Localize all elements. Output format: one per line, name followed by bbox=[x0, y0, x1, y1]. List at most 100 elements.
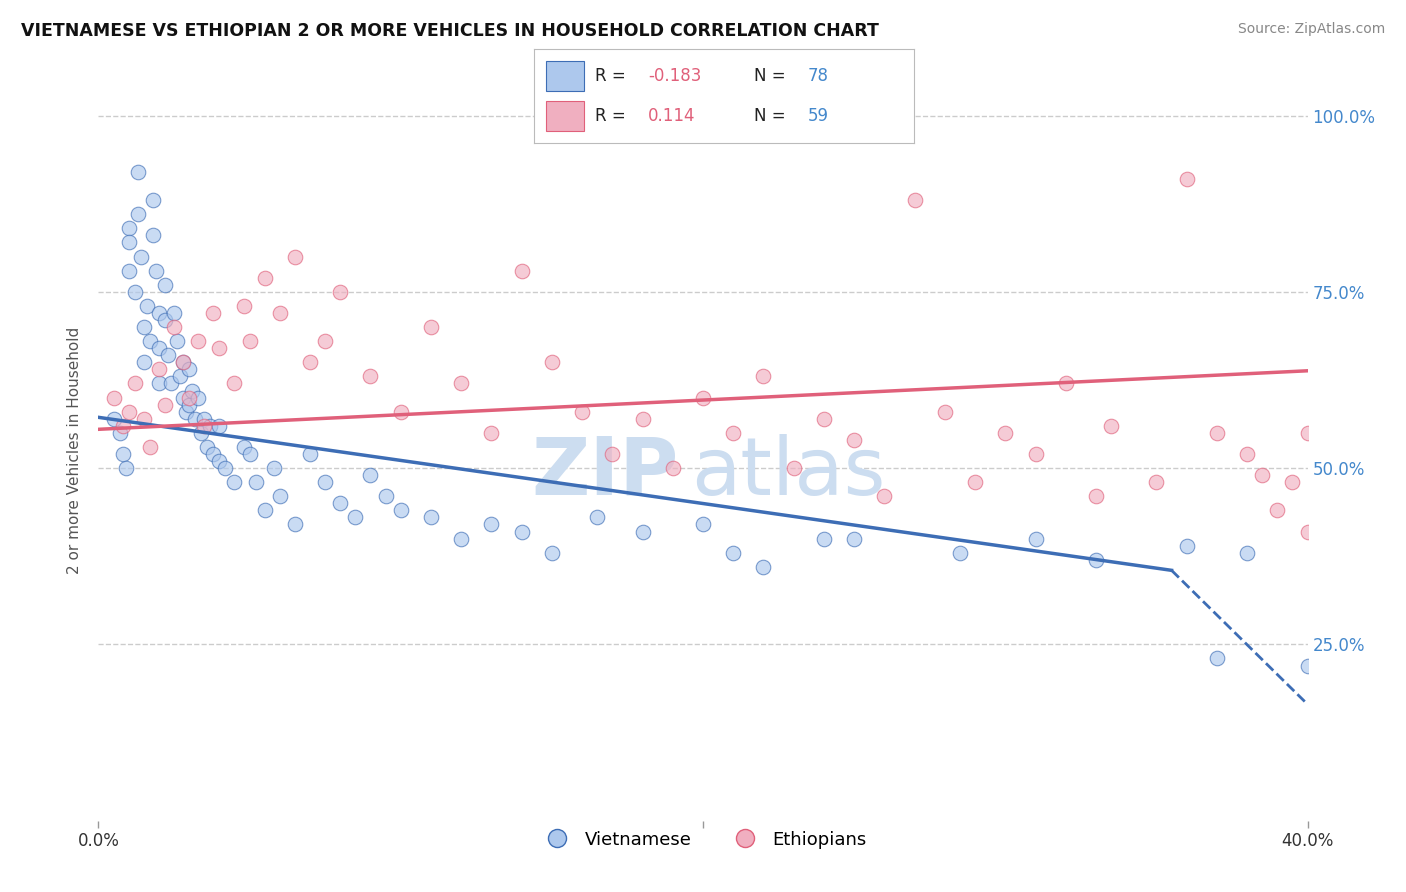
Point bbox=[153, 398, 176, 412]
Text: atlas: atlas bbox=[690, 434, 886, 512]
Point bbox=[420, 320, 443, 334]
Point bbox=[844, 532, 866, 546]
Point bbox=[224, 475, 246, 490]
Point bbox=[129, 250, 152, 264]
Point bbox=[200, 418, 222, 433]
Point bbox=[172, 355, 194, 369]
Text: 78: 78 bbox=[807, 67, 828, 86]
Point bbox=[540, 355, 562, 369]
Point bbox=[132, 320, 155, 334]
Text: 0.114: 0.114 bbox=[648, 106, 696, 125]
Point bbox=[148, 362, 170, 376]
Point bbox=[232, 440, 254, 454]
Point bbox=[783, 461, 806, 475]
Point bbox=[166, 334, 188, 348]
Point bbox=[1175, 539, 1198, 553]
Point bbox=[844, 433, 866, 447]
Point bbox=[163, 306, 186, 320]
Point bbox=[752, 369, 775, 384]
Point bbox=[263, 461, 285, 475]
Point bbox=[118, 263, 141, 277]
Point bbox=[139, 440, 162, 454]
Point bbox=[692, 517, 714, 532]
Bar bbox=[546, 101, 583, 130]
Point bbox=[360, 468, 382, 483]
Point bbox=[723, 425, 745, 440]
Point bbox=[208, 341, 231, 355]
Point bbox=[752, 559, 775, 574]
Point bbox=[124, 376, 146, 391]
Point bbox=[1296, 524, 1319, 539]
Point bbox=[1144, 475, 1167, 490]
Point bbox=[193, 411, 215, 425]
Point bbox=[156, 348, 179, 362]
Point bbox=[179, 362, 201, 376]
Point bbox=[510, 263, 533, 277]
Point bbox=[1175, 172, 1198, 186]
Point bbox=[239, 447, 262, 461]
Point bbox=[389, 503, 412, 517]
Point bbox=[450, 532, 472, 546]
Point bbox=[214, 461, 236, 475]
Point bbox=[284, 250, 307, 264]
Point bbox=[187, 391, 209, 405]
Point bbox=[269, 306, 291, 320]
Point bbox=[329, 496, 352, 510]
Point bbox=[1054, 376, 1077, 391]
Point bbox=[145, 263, 167, 277]
Point bbox=[184, 411, 207, 425]
Point bbox=[299, 355, 322, 369]
Point bbox=[142, 193, 165, 207]
Point bbox=[111, 447, 134, 461]
Point bbox=[127, 165, 149, 179]
Point bbox=[481, 425, 503, 440]
Point bbox=[540, 546, 562, 560]
Point bbox=[1085, 489, 1108, 503]
Point bbox=[103, 391, 125, 405]
Point bbox=[1281, 475, 1303, 490]
Point bbox=[1024, 532, 1046, 546]
Text: R =: R = bbox=[595, 106, 637, 125]
Point bbox=[314, 334, 336, 348]
Point bbox=[195, 440, 218, 454]
Point bbox=[1251, 468, 1274, 483]
Point bbox=[269, 489, 291, 503]
Point bbox=[329, 285, 352, 299]
Point bbox=[239, 334, 262, 348]
Point bbox=[1099, 418, 1122, 433]
Point bbox=[181, 384, 204, 398]
Point bbox=[172, 391, 194, 405]
Text: -0.183: -0.183 bbox=[648, 67, 702, 86]
Point bbox=[253, 270, 276, 285]
Point bbox=[994, 425, 1017, 440]
Point bbox=[142, 228, 165, 243]
Point bbox=[314, 475, 336, 490]
Text: VIETNAMESE VS ETHIOPIAN 2 OR MORE VEHICLES IN HOUSEHOLD CORRELATION CHART: VIETNAMESE VS ETHIOPIAN 2 OR MORE VEHICL… bbox=[21, 22, 879, 40]
Point bbox=[179, 398, 201, 412]
Point bbox=[1236, 546, 1258, 560]
Point bbox=[111, 418, 134, 433]
Point bbox=[661, 461, 683, 475]
Point bbox=[174, 405, 197, 419]
Point bbox=[1267, 503, 1289, 517]
Point bbox=[245, 475, 267, 490]
Point bbox=[1024, 447, 1046, 461]
Point bbox=[190, 425, 212, 440]
Point bbox=[965, 475, 987, 490]
Point bbox=[153, 277, 176, 292]
Text: 59: 59 bbox=[807, 106, 828, 125]
Point bbox=[284, 517, 307, 532]
Point bbox=[1206, 651, 1229, 665]
Point bbox=[132, 355, 155, 369]
Point bbox=[420, 510, 443, 524]
Point bbox=[118, 235, 141, 250]
Point bbox=[202, 306, 225, 320]
Point bbox=[1296, 425, 1319, 440]
Point bbox=[224, 376, 246, 391]
Point bbox=[904, 193, 927, 207]
Point bbox=[179, 391, 201, 405]
Point bbox=[160, 376, 183, 391]
Point bbox=[114, 461, 136, 475]
Point bbox=[586, 510, 609, 524]
Point bbox=[148, 341, 170, 355]
